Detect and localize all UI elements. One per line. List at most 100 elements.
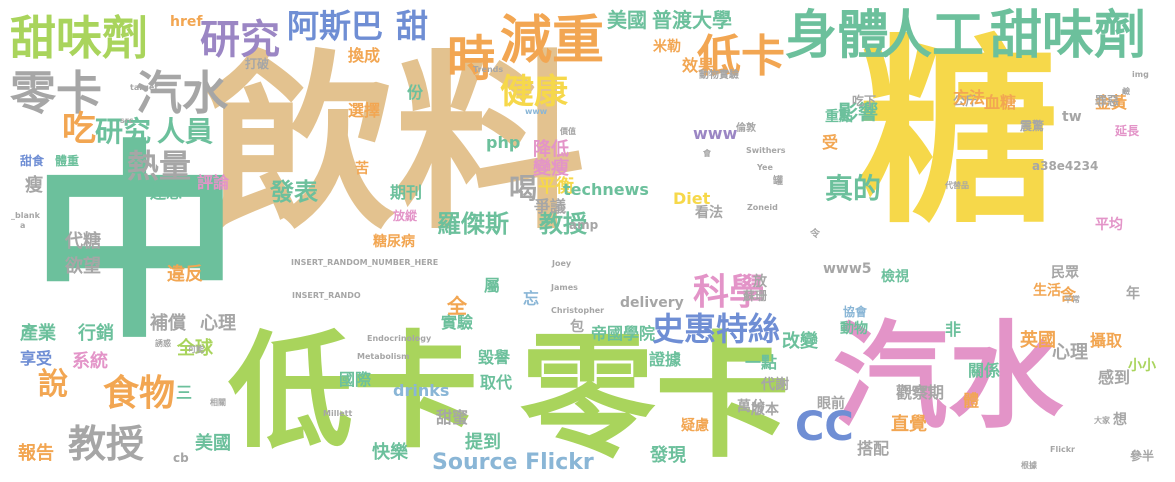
word: 倫敦 [736, 123, 756, 134]
word: 阿斯巴 [287, 7, 384, 45]
word: 動物 [840, 321, 868, 337]
word: Susan [903, 384, 931, 393]
word: 蘇珊 [743, 289, 768, 303]
word: 心理 [1052, 342, 1088, 363]
word: 苦 [355, 161, 369, 177]
word: 延長 [1115, 124, 1140, 138]
word: 重點 [825, 109, 853, 125]
word: 糖 [858, 18, 1059, 251]
word: 體重 [55, 154, 80, 168]
word: 提到 [465, 432, 501, 453]
word: 吃下 [852, 94, 877, 108]
word: 食物 [103, 373, 176, 414]
word: 產業 [20, 323, 56, 344]
word: Source Flickr [432, 450, 594, 475]
word: 三 [176, 383, 193, 402]
word: 體 [963, 391, 980, 410]
word: 研究 [95, 115, 152, 148]
word: 罐 [773, 176, 783, 187]
word: 動物實驗 [699, 70, 739, 81]
word: Flickr [1050, 445, 1075, 454]
word: 協會 [843, 305, 868, 319]
word: 搭配 [857, 439, 890, 458]
word: INSERT_RANDOM_NUMBER_HERE [291, 258, 439, 267]
word: tw [1062, 109, 1082, 125]
word: 放縱 [393, 209, 418, 223]
word: 英國 [1020, 330, 1056, 351]
word: 平常 [1064, 295, 1080, 304]
word: 直覺 [891, 414, 927, 435]
word: Joey [552, 259, 572, 268]
word: 熱量 [127, 147, 192, 185]
word: _blank [11, 211, 40, 220]
word: 萬分 [737, 399, 765, 415]
word: 汽水 [136, 66, 228, 120]
word: 一點 [745, 353, 778, 372]
word: 令 [810, 229, 820, 240]
word: INSERT_RANDO [292, 291, 361, 300]
word: www [525, 107, 548, 116]
word: 版本 [751, 402, 779, 418]
word: 爭議 [534, 197, 567, 216]
word: cb [173, 451, 189, 465]
word: img [1132, 70, 1149, 79]
word: php [486, 133, 521, 152]
word: Endocrinology [367, 334, 432, 343]
word: 放 [753, 274, 767, 290]
word: 健康 [500, 72, 568, 112]
word: 迷思 [150, 183, 183, 202]
word: href [170, 14, 203, 30]
word: 低卡 [697, 31, 785, 82]
word: 吃 [62, 109, 96, 149]
word: Metabolism [357, 352, 410, 361]
word: 攝取 [1090, 331, 1123, 350]
word: 鹼 [1122, 87, 1130, 96]
word: 喝 [509, 172, 538, 205]
word: 報告 [18, 443, 54, 464]
word: 屬 [484, 276, 501, 295]
word: 含 [1060, 285, 1077, 304]
word: 身體 [785, 6, 890, 66]
word: 血糖 [984, 93, 1017, 112]
word: Trends [473, 65, 504, 74]
word: 平均 [1095, 217, 1123, 233]
word: 羅傑斯 [437, 210, 509, 238]
word: 換成 [348, 46, 381, 65]
word: 期刊 [390, 183, 423, 202]
word: 眼前 [817, 396, 845, 412]
word: 毀譽 [478, 348, 511, 367]
word: 史惠特絲 [652, 310, 781, 348]
word: 會 [703, 149, 711, 158]
word: 改變 [782, 331, 818, 352]
word: 發現 [650, 445, 686, 466]
word: 違反 [167, 264, 203, 285]
word: 生活 [1033, 283, 1061, 299]
word: 份 [407, 83, 424, 102]
word: 疑慮 [681, 418, 709, 434]
word: 汽水 [833, 310, 1064, 444]
word: 參半 [1130, 449, 1155, 463]
word: 低卡 [228, 320, 478, 465]
word: 教授 [539, 210, 587, 238]
word: 國際 [339, 370, 372, 389]
word: www5 [823, 261, 872, 277]
word: Swithers [746, 146, 786, 155]
word: 米勒 [653, 39, 681, 55]
word: 年 [1126, 286, 1140, 302]
word: 小小 [1128, 358, 1156, 374]
word: 甜味劑 [10, 11, 148, 65]
word: 享受 [20, 349, 53, 368]
word: 打破 [245, 57, 270, 71]
word: 代糖 [65, 231, 101, 252]
word: Diet [673, 189, 711, 208]
word: technews [563, 180, 649, 199]
word: Millett [323, 409, 353, 418]
word: Christopher [551, 306, 605, 315]
word: amp [569, 218, 599, 232]
word: a38e4234 [1032, 159, 1099, 173]
word: 想 [1113, 412, 1127, 428]
word: 平衡 [538, 176, 574, 197]
word: 評論 [197, 173, 230, 192]
word: 真的 [825, 172, 882, 205]
word: 欲望 [65, 256, 101, 277]
